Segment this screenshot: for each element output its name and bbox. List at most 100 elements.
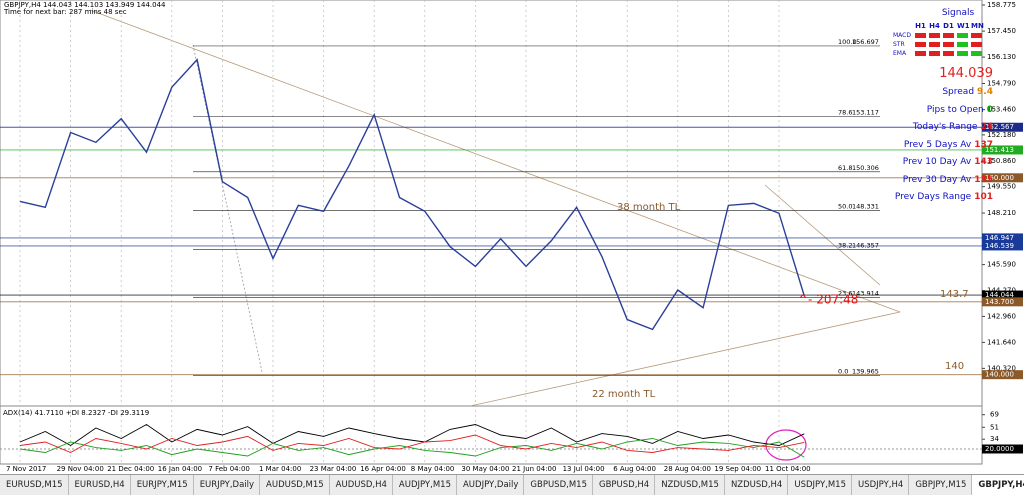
- x-tick-label: 16 Apr 04:00: [360, 465, 406, 473]
- fib-ratio: 100.0: [838, 38, 857, 46]
- x-tick-label: 30 May 04:00: [461, 465, 509, 473]
- adx-tick-label: 69: [990, 411, 999, 419]
- adx-level-box: [982, 444, 1023, 454]
- stat-row: Prev 10 Day Av 143: [893, 154, 993, 172]
- signal-name: MACD: [893, 31, 911, 39]
- x-tick-label: 13 Jul 04:00: [563, 465, 605, 473]
- x-tick-label: 8 May 04:00: [411, 465, 455, 473]
- x-tick-label: 23 Mar 04:00: [310, 465, 357, 473]
- signal-cell: [943, 50, 954, 56]
- fib-ratio: 50.0: [838, 203, 852, 211]
- price-box-label: 144.044: [985, 291, 1014, 299]
- chart-tab[interactable]: GBPJPY,H4: [972, 475, 1024, 495]
- fib-price: 150.306: [852, 164, 879, 172]
- y-tick-label: 152.180: [987, 131, 1016, 139]
- x-tick-label: 6 Aug 04:00: [613, 465, 656, 473]
- adx-series: [19, 434, 805, 453]
- stat-label: Prev 30 Day Av: [902, 174, 972, 185]
- stat-row: Today's Range 24: [893, 119, 993, 137]
- y-tick-label: 150.860: [987, 157, 1016, 165]
- y-tick-label: 154.790: [987, 79, 1016, 87]
- price-box-label: 146.947: [985, 234, 1014, 242]
- signal-name: STR: [893, 40, 905, 48]
- y-tick-label: 148.210: [987, 209, 1016, 217]
- x-tick-label: 21 Dec 04:00: [107, 465, 154, 473]
- fib-ratio: 78.6: [838, 108, 852, 116]
- signal-cell: [915, 32, 926, 38]
- timeframe: W1: [957, 22, 970, 30]
- stat-row: Spread 9.4: [893, 84, 993, 102]
- chart-tab[interactable]: AUDUSD,H4: [330, 475, 393, 495]
- stat-label: Today's Range: [912, 122, 978, 132]
- signals-header: H1 H4 D1 W1 MN: [915, 22, 993, 30]
- fib-price: 139.965: [852, 367, 879, 375]
- stat-label: Prev 10 Day Av: [902, 157, 972, 167]
- signal-cell: [971, 41, 982, 47]
- plot-frame: [0, 0, 983, 465]
- chart-tab[interactable]: NZDUSD,H4: [725, 475, 789, 495]
- chart-tab[interactable]: USDJPY,M15: [788, 475, 852, 495]
- adx-tick-label: 51: [990, 423, 999, 431]
- signal-cell: [915, 41, 926, 47]
- y-tick-label: 158.775: [987, 1, 1016, 9]
- x-tick-label: 11 Oct 04:00: [765, 465, 811, 473]
- stat-value: 0: [986, 104, 993, 115]
- timeframe: H1: [915, 22, 926, 30]
- y-tick-label: 142.960: [987, 312, 1016, 320]
- fib-ratio: 0.0: [838, 367, 848, 375]
- chart: GBPJPY,H4 144.043 144.103 143.949 144.04…: [0, 0, 1023, 473]
- current-price: 144.039: [939, 66, 993, 81]
- price-box: [982, 145, 1023, 155]
- annotation: ^- 207:48: [798, 293, 858, 307]
- x-tick-label: 28 Aug 04:00: [664, 465, 711, 473]
- chart-tab[interactable]: EURJPY,Daily: [194, 475, 261, 495]
- chart-tab[interactable]: GBPUSD,H4: [593, 475, 656, 495]
- price-box-label: 140.000: [985, 371, 1014, 379]
- annotation: 22 month TL: [592, 389, 656, 400]
- trendlines: [89, 9, 901, 461]
- annotation: 140: [945, 361, 964, 372]
- signal-cell: [971, 32, 982, 38]
- x-tick-label: 1 Mar 04:00: [259, 465, 301, 473]
- price-box: [982, 370, 1023, 380]
- y-tick-label: 157.450: [987, 27, 1016, 35]
- fib-ratio: 61.8: [838, 164, 852, 172]
- y-tick-label: 141.640: [987, 338, 1016, 346]
- chart-tab[interactable]: EURUSD,M15: [0, 475, 69, 495]
- header-symbol: GBPJPY,H4 144.043 144.103 143.949 144.04…: [4, 1, 166, 9]
- signal-cell: [929, 32, 940, 38]
- chart-tab[interactable]: GBPJPY,M15: [909, 475, 973, 495]
- price-box-label: 150.000: [985, 174, 1014, 182]
- chart-tab[interactable]: AUDUSD,M15: [260, 475, 330, 495]
- price-box-label: 151.413: [985, 146, 1014, 154]
- adx-tick-label: 20.0000: [985, 445, 1014, 453]
- chart-tab[interactable]: EURJPY,M15: [131, 475, 194, 495]
- chart-tab[interactable]: GBPUSD,M15: [524, 475, 593, 495]
- timeframe: D1: [943, 22, 954, 30]
- signal-cell: [957, 32, 968, 38]
- fib-price: 148.331: [852, 203, 879, 211]
- y-tick-label: 145.590: [987, 261, 1016, 269]
- signal-name: EMA: [893, 49, 907, 57]
- chart-tab[interactable]: NZDUSD,M15: [655, 475, 725, 495]
- signal-cell: [957, 50, 968, 56]
- fib-price: 156.697: [852, 38, 879, 46]
- signal-cell: [971, 50, 982, 56]
- timeframe: H4: [929, 22, 940, 30]
- chart-tab[interactable]: AUDJPY,Daily: [457, 475, 525, 495]
- signal-cell: [957, 41, 968, 47]
- header-timer: Time for next bar: 287 mins 48 sec: [3, 8, 127, 16]
- chart-tab[interactable]: USDJPY,H4: [852, 475, 910, 495]
- stat-row: Prev Days Range 101: [893, 189, 993, 207]
- timeframe: MN: [971, 22, 984, 30]
- price-box: [982, 122, 1023, 132]
- chart-tab[interactable]: EURUSD,H4: [69, 475, 131, 495]
- stat-label: Prev Days Range: [894, 192, 972, 202]
- y-tick-label: 140.320: [987, 364, 1016, 372]
- stat-label: Spread: [942, 87, 975, 97]
- stat-label: Pips to Open: [926, 104, 984, 115]
- chart-tab[interactable]: AUDJPY,M15: [393, 475, 457, 495]
- trendline: [764, 184, 881, 286]
- y-tick-label: 149.550: [987, 183, 1016, 191]
- stat-label: Prev 5 Days Av: [903, 139, 972, 150]
